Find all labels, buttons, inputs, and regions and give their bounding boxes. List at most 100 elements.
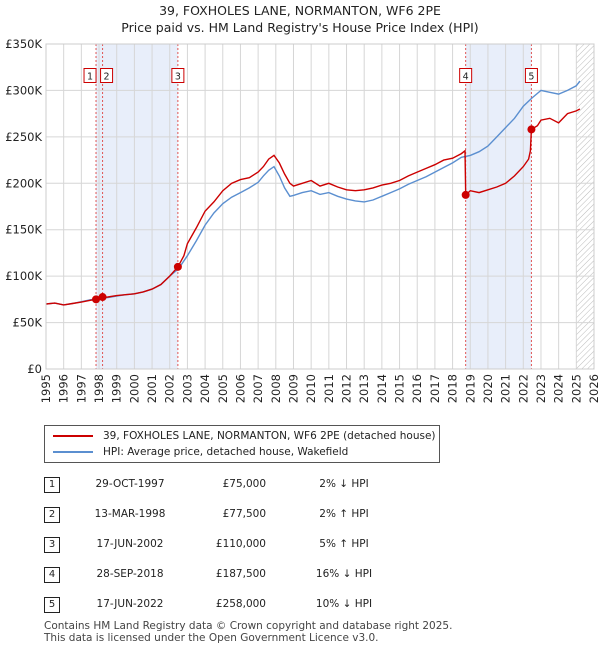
y-tick-label: £150K [5, 223, 42, 237]
transaction-marker-box [100, 68, 114, 83]
transaction-point [173, 262, 182, 271]
x-tick-label: 2023 [534, 374, 548, 403]
transaction-point [92, 295, 101, 304]
y-tick-label: £300K [5, 83, 42, 97]
legend-label-property: 39, FOXHOLES LANE, NORMANTON, WF6 2PE (d… [103, 430, 436, 442]
table-row: 1 29-OCT-1997 £75,000 2% ↓ HPI [44, 477, 464, 495]
table-row: 2 13-MAR-1998 £77,500 2% ↑ HPI [44, 507, 464, 525]
transaction-date: 17-JUN-2002 [96, 538, 164, 550]
transaction-point [461, 190, 470, 199]
x-tick-label: 2010 [304, 374, 318, 403]
sale-period-shade [465, 44, 532, 369]
x-tick-label: 1998 [92, 374, 106, 403]
transaction-marker-box [83, 68, 97, 83]
transaction-hpi: 5% ↑ HPI [319, 538, 369, 550]
table-row: 5 17-JUN-2022 £258,000 10% ↓ HPI [44, 597, 464, 615]
x-tick-label: 2008 [269, 374, 283, 403]
x-tick-label: 2017 [428, 374, 442, 403]
transaction-marker-label: 4 [463, 72, 469, 83]
x-tick-label: 2020 [481, 374, 495, 403]
x-tick-label: 2018 [446, 374, 460, 403]
chart-subtitle: Price paid vs. HM Land Registry's House … [121, 20, 479, 35]
transaction-marker-3: 3 [171, 68, 185, 83]
transaction-marker-2: 2 [100, 68, 114, 83]
y-tick-label: £0 [27, 362, 42, 376]
x-tick-label: 2009 [286, 374, 300, 403]
y-tick-label: £200K [5, 176, 42, 190]
x-tick-label: 1996 [57, 374, 71, 403]
transaction-price: £75,000 [222, 478, 266, 490]
transaction-marker-label: 1 [87, 72, 93, 83]
transaction-date: 28-SEP-2018 [96, 568, 164, 580]
x-tick-label: 2016 [410, 374, 424, 403]
legend-swatch-property [53, 435, 93, 437]
property-series-line [45, 108, 581, 306]
x-tick-label: 1995 [39, 374, 53, 403]
x-tick-label: 2012 [340, 374, 354, 403]
y-tick-label: £250K [5, 130, 42, 144]
transaction-number: 1 [44, 477, 60, 493]
legend-swatch-hpi [53, 451, 93, 453]
x-tick-label: 2024 [552, 374, 566, 403]
transaction-date: 17-JUN-2022 [96, 598, 164, 610]
transaction-marker-1: 1 [83, 68, 97, 83]
transaction-price: £77,500 [222, 508, 266, 520]
x-tick-label: 2002 [163, 374, 177, 403]
x-tick-label: 2000 [127, 374, 141, 403]
x-tick-label: 2011 [322, 374, 336, 403]
x-tick-label: 1997 [74, 374, 88, 403]
transaction-point [527, 125, 536, 134]
legend-item-hpi: HPI: Average price, detached house, Wake… [53, 444, 348, 460]
transaction-date: 13-MAR-1998 [94, 508, 166, 520]
transaction-marker-label: 5 [528, 72, 534, 83]
sale-period-shade [96, 44, 178, 369]
x-tick-label: 2015 [393, 374, 407, 403]
transaction-marker-4: 4 [459, 68, 473, 83]
x-tick-label: 2004 [198, 374, 212, 403]
x-tick-label: 2025 [569, 374, 583, 403]
transaction-hpi: 2% ↑ HPI [319, 508, 369, 520]
transaction-number: 3 [44, 537, 60, 553]
y-tick-label: £350K [5, 37, 42, 51]
transaction-marker-box [459, 68, 473, 83]
x-tick-label: 2003 [180, 374, 194, 403]
x-tick-label: 2014 [375, 374, 389, 403]
x-tick-label: 2013 [357, 374, 371, 403]
transaction-marker-box [171, 68, 185, 83]
x-tick-label: 2007 [251, 374, 265, 403]
transaction-hpi: 2% ↓ HPI [319, 478, 369, 490]
transaction-point [98, 293, 107, 302]
transaction-hpi: 10% ↓ HPI [315, 598, 373, 610]
transaction-marker-label: 3 [175, 72, 181, 83]
table-row: 4 28-SEP-2018 £187,500 16% ↓ HPI [44, 567, 464, 585]
transaction-hpi: 16% ↓ HPI [315, 568, 373, 580]
forecast-hatch [576, 44, 594, 369]
transaction-price: £187,500 [215, 568, 266, 580]
transaction-price: £258,000 [215, 598, 266, 610]
transaction-marker-label: 2 [104, 72, 110, 83]
plot-frame [45, 43, 595, 370]
x-tick-label: 2005 [216, 374, 230, 403]
x-tick-label: 1999 [110, 374, 124, 403]
legend-label-hpi: HPI: Average price, detached house, Wake… [103, 446, 349, 458]
table-row: 3 17-JUN-2002 £110,000 5% ↑ HPI [44, 537, 464, 555]
x-tick-label: 2019 [463, 374, 477, 403]
transaction-marker-box [524, 68, 538, 83]
y-tick-label: £50K [13, 316, 43, 330]
x-tick-label: 2026 [587, 374, 600, 403]
transaction-marker-5: 5 [524, 68, 538, 83]
x-tick-label: 2021 [499, 374, 513, 403]
transaction-number: 4 [44, 567, 60, 583]
chart-title: 39, FOXHOLES LANE, NORMANTON, WF6 2PE [159, 3, 441, 18]
x-tick-label: 2022 [516, 374, 530, 403]
footer-copyright: Contains HM Land Registry data © Crown c… [44, 620, 453, 632]
x-tick-label: 2006 [233, 374, 247, 403]
footer-licence: This data is licensed under the Open Gov… [44, 632, 379, 644]
transaction-date: 29-OCT-1997 [95, 478, 165, 490]
transaction-number: 5 [44, 597, 60, 613]
y-tick-label: £100K [5, 269, 42, 283]
transaction-number: 2 [44, 507, 60, 523]
x-tick-label: 2001 [145, 374, 159, 403]
transaction-price: £110,000 [215, 538, 266, 550]
